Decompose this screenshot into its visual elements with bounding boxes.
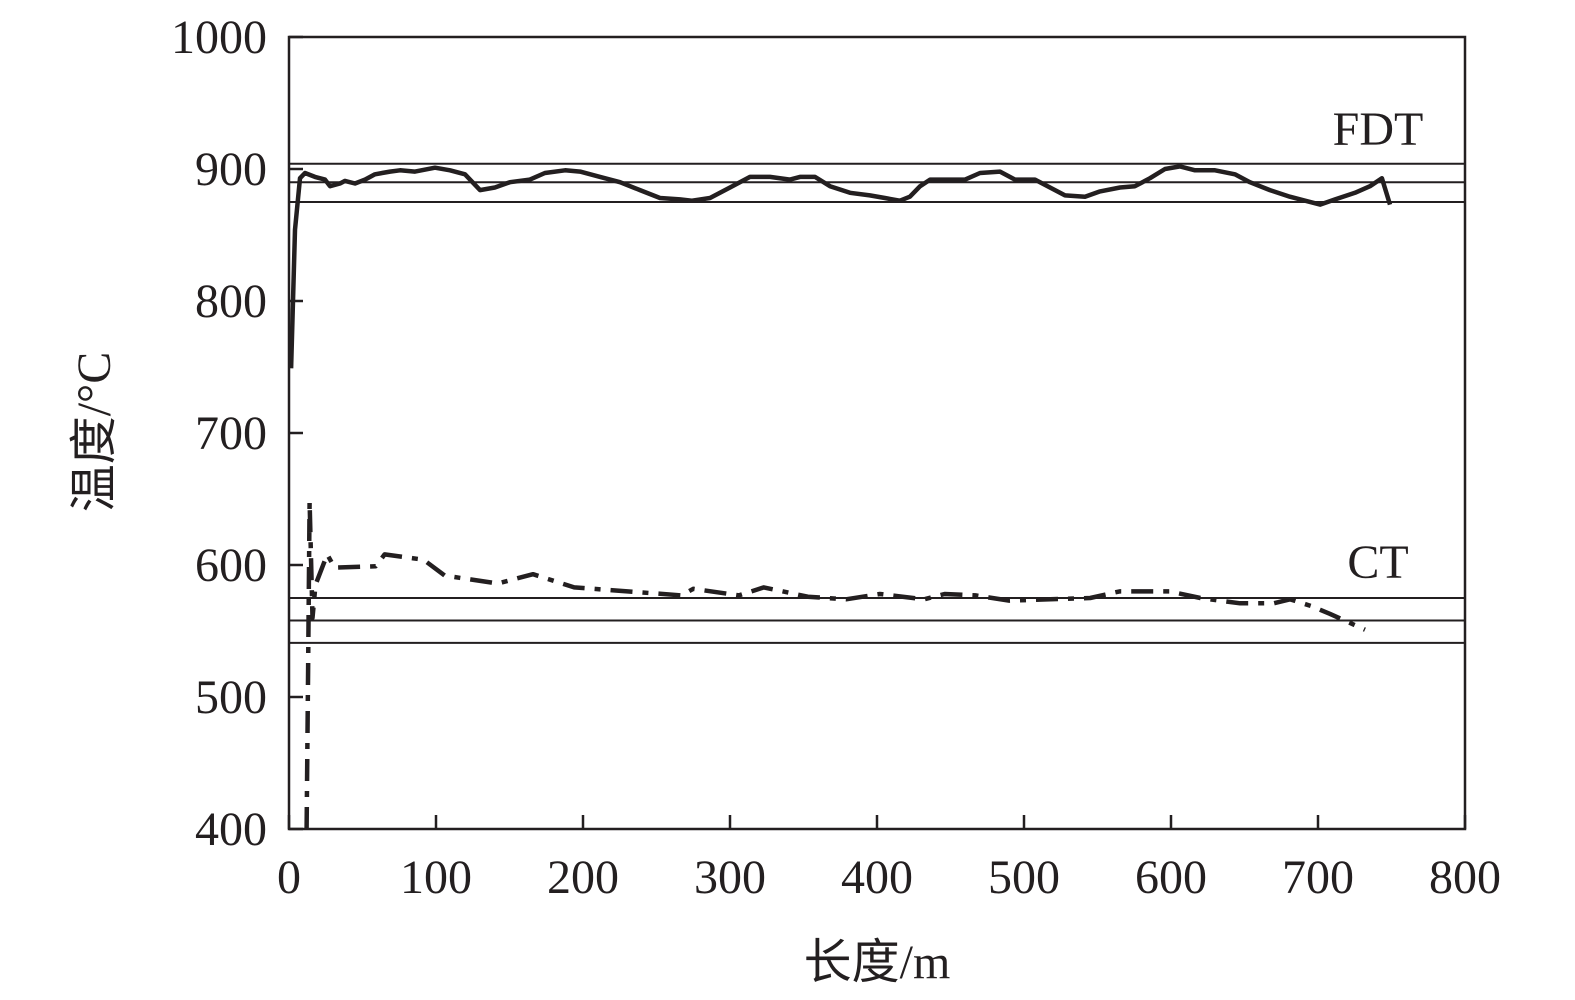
y-tick-label: 500 <box>195 671 267 724</box>
y-tick-label: 400 <box>195 803 267 856</box>
y-tick-label: 600 <box>195 539 267 592</box>
x-tick-label: 800 <box>1429 851 1501 904</box>
reference-lines <box>289 162 1465 644</box>
x-axis-label: 长度/m <box>804 936 951 989</box>
y-axis-label: 温度/°C <box>68 352 121 513</box>
y-tick-label: 1000 <box>171 11 267 64</box>
x-tick-label: 200 <box>547 851 619 904</box>
x-axis: 0 100 200 300 400 500 600 700 800 <box>277 815 1501 904</box>
x-tick-label: 0 <box>277 851 301 904</box>
x-tick-label: 300 <box>694 851 766 904</box>
series-line-ct <box>304 499 1366 830</box>
y-tick-label: 900 <box>195 143 267 196</box>
x-tick-label: 500 <box>988 851 1060 904</box>
x-tick-label: 400 <box>841 851 913 904</box>
y-axis: 400 500 600 700 800 900 1000 <box>171 11 303 856</box>
x-tick-label: 100 <box>400 851 472 904</box>
annotation-fdt: FDT <box>1333 103 1424 156</box>
x-tick-label: 700 <box>1282 851 1354 904</box>
x-tick-label: 600 <box>1135 851 1207 904</box>
plot-frame <box>287 35 1467 831</box>
annotation-ct: CT <box>1347 536 1408 589</box>
series-line-fdt <box>288 164 1393 369</box>
series-lines <box>288 164 1393 830</box>
y-tick-label: 800 <box>195 275 267 328</box>
y-tick-label: 700 <box>195 407 267 460</box>
